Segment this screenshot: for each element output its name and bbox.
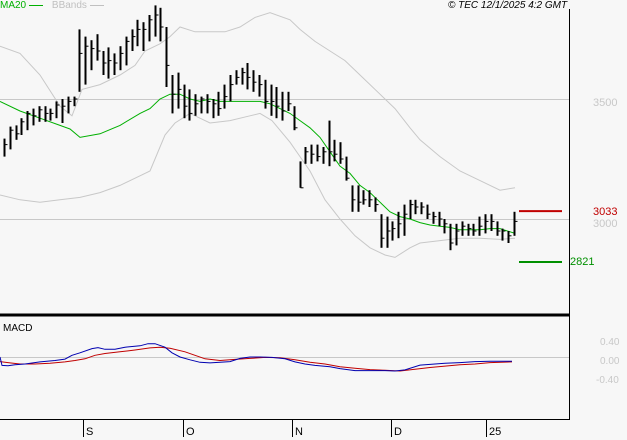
legend-ma20-swatch <box>29 4 44 6</box>
macd-tick-pos: 0.40 <box>600 337 620 348</box>
legend-ma20: MA20 <box>0 0 27 11</box>
macd-signal-line <box>0 346 513 372</box>
ma20-line <box>0 93 516 234</box>
price-gridlines <box>0 99 569 220</box>
month-label-oct: O <box>186 426 195 438</box>
month-label-dec: D <box>394 426 402 438</box>
macd-tick-neg: -0.40 <box>596 375 619 386</box>
month-ticks <box>83 420 487 437</box>
month-label-nov: N <box>295 426 303 438</box>
macd-tick-zero: 0.00 <box>600 356 620 367</box>
macd-panel-title: MACD <box>3 323 33 334</box>
price-tick-3500: 3500 <box>593 97 618 109</box>
price-tick-3000: 3000 <box>593 218 618 230</box>
macd-line <box>0 343 512 372</box>
legend-bbands-swatch <box>89 4 104 6</box>
month-label-sep: S <box>86 426 94 438</box>
bollinger-lower-band <box>0 112 516 258</box>
legend-bbands: BBands <box>51 0 87 11</box>
support-label: 2821 <box>570 256 595 268</box>
month-label-25: 25 <box>489 426 502 438</box>
chart-legend: MA20 BBands <box>0 0 104 12</box>
copyright-timestamp: © TEC 12/1/2025 4:2 GMT <box>448 0 568 11</box>
bollinger-upper-band <box>0 12 516 191</box>
ohlc-bars <box>3 5 518 251</box>
resistance-label: 3033 <box>593 206 618 218</box>
